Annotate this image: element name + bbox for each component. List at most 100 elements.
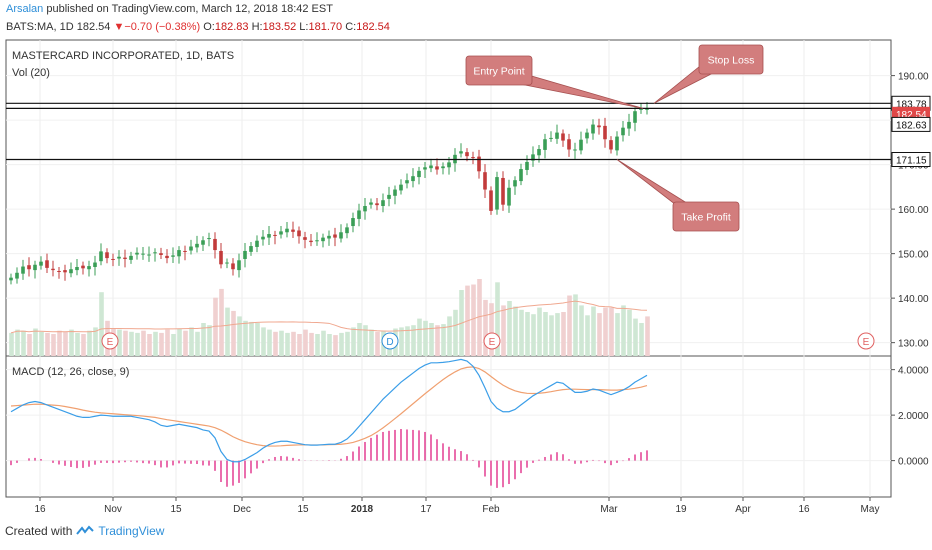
volume-bar xyxy=(315,334,320,356)
candle-body xyxy=(495,177,499,210)
price-tick-label: 130.00 xyxy=(898,339,929,350)
candle-body xyxy=(195,243,199,248)
price-tick-label: 190.00 xyxy=(898,72,929,83)
callout[interactable]: Take Profit xyxy=(616,159,740,232)
candle-body xyxy=(321,237,325,242)
price-tag-label: 182.54 xyxy=(896,110,927,121)
volume-bar xyxy=(21,330,26,356)
volume-ma-line xyxy=(10,300,648,334)
volume-bar xyxy=(327,334,332,356)
candle-body xyxy=(219,250,223,265)
volume-bar xyxy=(447,316,452,356)
candle-body xyxy=(63,270,67,273)
candle-body xyxy=(231,263,235,270)
candle-body xyxy=(69,269,73,274)
candle-body xyxy=(291,229,295,232)
candle-body xyxy=(81,265,85,269)
tradingview-link[interactable]: TradingView xyxy=(98,524,165,538)
candle-body xyxy=(273,234,277,236)
volume-bar xyxy=(189,327,194,356)
volume-bar xyxy=(519,309,524,356)
candle-body xyxy=(237,260,241,271)
volume-bar xyxy=(147,334,152,356)
volume-bar xyxy=(213,297,218,356)
candle-body xyxy=(87,266,91,270)
price-tag-label: 183.78 xyxy=(896,99,927,110)
price-tag: 182.63 xyxy=(891,116,931,132)
macd-tick-label: 4.0000 xyxy=(898,366,929,377)
candle-body xyxy=(159,253,163,255)
candle-body xyxy=(561,133,565,141)
candle-body xyxy=(21,266,25,274)
open-label: O: xyxy=(203,21,215,33)
candle-body xyxy=(93,262,97,267)
candle-body xyxy=(579,139,583,151)
earnings-marker[interactable] xyxy=(483,332,501,350)
chart-area[interactable]: 130.00140.00150.00160.00170.00180.00190.… xyxy=(0,0,932,520)
earnings-marker[interactable] xyxy=(101,332,119,350)
candle-body xyxy=(471,157,475,159)
price-axis[interactable]: 130.00140.00150.00160.00170.00180.00190.… xyxy=(891,72,931,468)
volume-bar xyxy=(129,331,134,356)
volume-bar xyxy=(351,327,356,356)
candle-body xyxy=(507,187,511,206)
candle-body xyxy=(171,255,175,257)
volume-bar xyxy=(435,325,440,356)
callout[interactable]: Stop Loss xyxy=(653,44,764,104)
volume-bar xyxy=(573,294,578,356)
candle-body xyxy=(183,250,187,252)
candle-body xyxy=(633,111,637,123)
volume-bar xyxy=(39,331,44,356)
candle-body xyxy=(429,165,433,169)
candle-body xyxy=(639,108,643,110)
volume-bar xyxy=(513,306,518,356)
candle-body xyxy=(129,255,133,260)
volume-bar xyxy=(621,305,626,356)
volume-bar xyxy=(255,323,260,356)
volume-bar xyxy=(543,312,548,356)
candle-body xyxy=(57,270,61,272)
candle-body xyxy=(15,272,19,279)
time-tick-label: May xyxy=(861,504,880,515)
candle-body xyxy=(525,161,529,170)
price-tag-label: 182.63 xyxy=(896,120,927,131)
author-link[interactable]: Arsalan xyxy=(6,3,44,15)
volume-bar xyxy=(75,332,80,356)
time-tick-label: Mar xyxy=(600,504,618,515)
macd-tick-label: 0.0000 xyxy=(898,457,929,468)
grid xyxy=(6,40,891,497)
volume-bar xyxy=(525,312,530,356)
event-marker-label: E xyxy=(863,337,870,348)
candle-body xyxy=(267,234,271,238)
volume-bar xyxy=(477,279,482,356)
open-value: 182.83 xyxy=(214,21,249,33)
close-label: C: xyxy=(345,21,357,33)
volume-bar xyxy=(429,323,434,356)
volume-bar xyxy=(51,334,56,356)
candle-body xyxy=(381,200,385,207)
candle-body xyxy=(309,240,313,243)
horizontal-levels[interactable] xyxy=(6,102,891,161)
volume-bar xyxy=(399,327,404,356)
candle-body xyxy=(117,256,121,259)
volume-bar xyxy=(639,323,644,356)
price-tick-label: 150.00 xyxy=(898,250,929,261)
volume-bar xyxy=(531,314,536,356)
volume-bar xyxy=(615,313,620,356)
candle-body xyxy=(279,231,283,235)
volume-bar xyxy=(375,331,380,356)
dividend-marker[interactable] xyxy=(381,332,399,350)
volume-bar xyxy=(81,334,86,356)
macd-title: MACD (12, 26, close, 9) xyxy=(12,366,129,378)
callout[interactable]: Entry Point xyxy=(465,55,644,109)
earnings-marker[interactable] xyxy=(857,332,875,350)
footer: Created with TradingView xyxy=(5,524,164,538)
candle-body xyxy=(123,257,127,259)
time-axis[interactable]: 16 Nov 15 Dec 15 2018 17 Feb Mar 19 Apr 16 May xyxy=(34,497,879,515)
candlesticks xyxy=(9,102,649,285)
candle-body xyxy=(393,189,397,196)
candle-body xyxy=(645,108,649,110)
event-marker-label: E xyxy=(489,337,496,348)
candle-body xyxy=(225,262,229,264)
candle-body xyxy=(243,250,247,259)
